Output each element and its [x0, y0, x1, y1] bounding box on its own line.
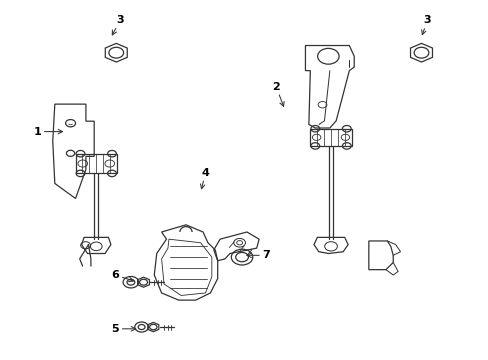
Bar — [310, 129, 351, 146]
Text: 2: 2 — [272, 82, 284, 106]
Text: 3: 3 — [112, 15, 124, 35]
Text: 3: 3 — [421, 15, 430, 35]
Text: 5: 5 — [111, 324, 136, 334]
Text: 1: 1 — [33, 127, 62, 136]
Text: 6: 6 — [111, 270, 133, 282]
Text: 4: 4 — [200, 168, 209, 189]
Bar — [75, 154, 117, 174]
Text: 7: 7 — [246, 250, 270, 260]
